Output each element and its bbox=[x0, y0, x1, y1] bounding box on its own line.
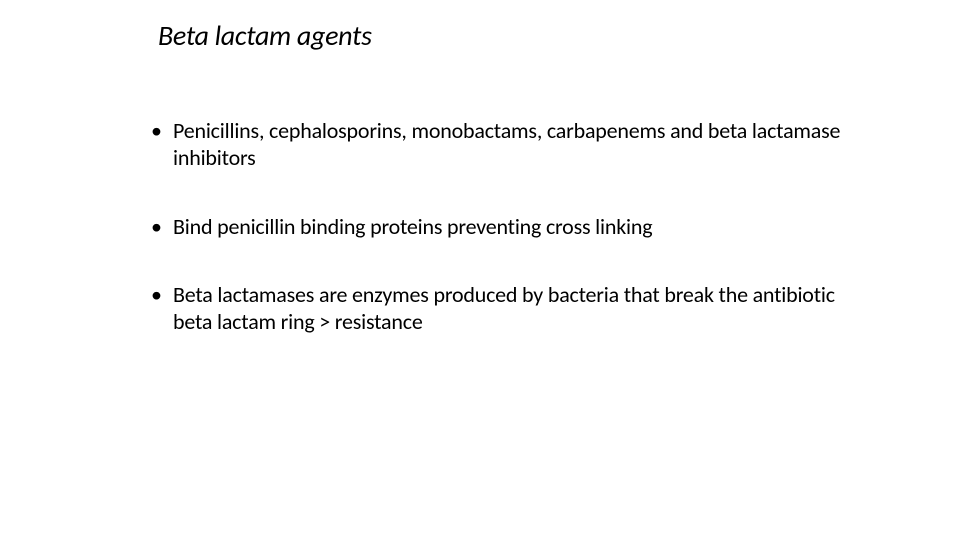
bullet-list: Penicillins, cephalosporins, monobactams… bbox=[145, 118, 845, 336]
list-item: Beta lactamases are enzymes produced by … bbox=[145, 282, 845, 336]
list-item: Penicillins, cephalosporins, monobactams… bbox=[145, 118, 845, 172]
slide-body: Penicillins, cephalosporins, monobactams… bbox=[145, 118, 845, 378]
slide-title: Beta lactam agents bbox=[158, 18, 372, 53]
list-item: Bind penicillin binding proteins prevent… bbox=[145, 214, 845, 241]
slide: Beta lactam agents Penicillins, cephalos… bbox=[0, 0, 960, 540]
